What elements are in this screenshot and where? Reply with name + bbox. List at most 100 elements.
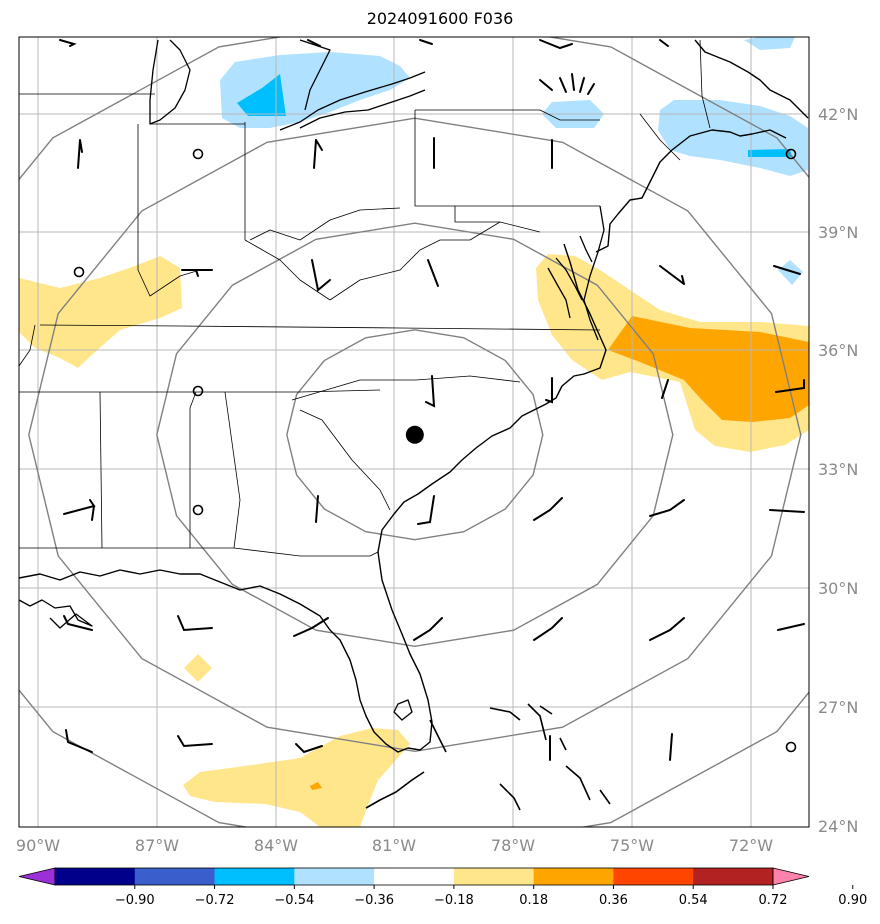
colorbar-segment bbox=[693, 868, 774, 885]
colorbar: −0.90 −0.72 −0.54 −0.36 −0.18 0.18 0.36 0.54 0.7… bbox=[18, 867, 867, 908]
lon-label-87w: 87°W bbox=[135, 836, 179, 855]
wind-barb bbox=[311, 259, 331, 292]
shaded-anomaly-fields bbox=[19, 37, 809, 827]
range-ring-third bbox=[28, 117, 802, 753]
lake-okeechobee bbox=[393, 699, 413, 721]
map-frame bbox=[18, 36, 810, 828]
wind-barb bbox=[419, 39, 433, 45]
range-ring-outer bbox=[19, 37, 809, 827]
range-rings bbox=[19, 37, 809, 827]
gulf-coastline bbox=[19, 569, 409, 753]
strong-negative-anomaly-long-island bbox=[748, 149, 792, 157]
latitude-tick-labels: 42°N 39°N 36°N 33°N 30°N 27°N 24°N bbox=[818, 105, 858, 836]
moderate-positive-anomaly-dot bbox=[310, 782, 322, 790]
wind-barb bbox=[773, 265, 801, 275]
colorbar-segment bbox=[613, 868, 694, 885]
wind-barb bbox=[649, 617, 685, 641]
wind-barb bbox=[649, 499, 685, 517]
wind-barb bbox=[417, 495, 435, 525]
wind-barb bbox=[533, 497, 563, 521]
wind-barb bbox=[181, 269, 213, 277]
wind-barb bbox=[77, 139, 83, 169]
wind-barb bbox=[307, 39, 321, 47]
wind-barb bbox=[427, 259, 439, 287]
colorbar-tick-label: −0.72 bbox=[195, 893, 235, 908]
coastlines-and-borders bbox=[19, 39, 809, 811]
colorbar-tick-label: 0.36 bbox=[599, 893, 628, 908]
range-ring-second bbox=[156, 222, 674, 648]
wind-barb bbox=[315, 495, 319, 523]
calm-wind-circle bbox=[192, 148, 204, 160]
colorbar-tick-label: 0.90 bbox=[838, 893, 867, 908]
wind-barb bbox=[63, 499, 96, 521]
wind-barb bbox=[775, 379, 805, 393]
wind-barb bbox=[545, 377, 553, 404]
colorbar-tick-label: −0.18 bbox=[434, 893, 474, 908]
calm-wind-circles bbox=[73, 148, 797, 753]
wind-barbs bbox=[59, 39, 805, 761]
calm-wind-circle bbox=[73, 266, 85, 278]
moderate-positive-anomaly-offshore bbox=[608, 316, 809, 422]
map-title: 2024091600 F036 bbox=[366, 9, 514, 28]
storm-center-marker bbox=[405, 425, 424, 444]
calm-wind-circle bbox=[785, 148, 797, 160]
lon-label-78w: 78°W bbox=[491, 836, 535, 855]
lon-label-75w: 75°W bbox=[610, 836, 654, 855]
wind-barb bbox=[295, 743, 323, 754]
lake-michigan-shore bbox=[149, 39, 191, 125]
wind-barb bbox=[539, 73, 595, 95]
range-ring-inner bbox=[286, 329, 544, 541]
colorbar-frame bbox=[54, 867, 774, 886]
colorbar-extend-min bbox=[18, 867, 56, 886]
lon-label-72w: 72°W bbox=[729, 836, 773, 855]
wind-barb bbox=[63, 615, 93, 631]
wind-barb bbox=[769, 509, 805, 513]
bahamas-islands bbox=[429, 703, 611, 811]
lon-label-90w: 90°W bbox=[16, 836, 60, 855]
colorbar-tick-label: 0.54 bbox=[679, 893, 708, 908]
wind-barb bbox=[669, 733, 673, 761]
wind-barb bbox=[293, 617, 329, 637]
colorbar-segment bbox=[55, 868, 136, 885]
colorbar-tick-label: 0.18 bbox=[519, 893, 548, 908]
colorbar-segment bbox=[453, 868, 535, 885]
wind-barb bbox=[177, 735, 213, 748]
wind-barb bbox=[313, 139, 323, 169]
atlantic-coastline bbox=[377, 39, 809, 751]
lat-label-30n: 30°N bbox=[818, 579, 858, 598]
chesapeake-bay bbox=[547, 205, 605, 341]
lon-label-81w: 81°W bbox=[372, 836, 416, 855]
florida-keys bbox=[365, 771, 425, 809]
wind-barb bbox=[659, 265, 685, 285]
positive-anomaly-ohio-valley bbox=[19, 256, 182, 368]
colorbar-tick-label: −0.54 bbox=[274, 893, 314, 908]
lake-erie-shore bbox=[279, 71, 426, 131]
negative-anomaly-small-east bbox=[778, 260, 803, 285]
wind-barb bbox=[659, 39, 669, 47]
wind-barb bbox=[425, 375, 436, 408]
colorbar-extend-max bbox=[772, 867, 810, 886]
state-borders bbox=[19, 39, 711, 557]
lat-label-39n: 39°N bbox=[818, 223, 858, 242]
strong-negative-anomaly-great-lakes bbox=[237, 74, 286, 116]
lake-ontario-shore bbox=[299, 89, 426, 129]
colorbar-tick-label: −0.90 bbox=[115, 893, 155, 908]
wind-barb bbox=[177, 615, 213, 632]
colorbar-tick-label: 0.72 bbox=[759, 893, 788, 908]
lat-label-42n: 42°N bbox=[818, 105, 858, 124]
colorbar-segment bbox=[214, 868, 295, 885]
calm-wind-circle bbox=[192, 385, 204, 397]
wind-barb bbox=[413, 617, 443, 641]
colorbar-tick-label: −0.36 bbox=[354, 893, 394, 908]
wind-barb bbox=[777, 623, 805, 631]
lat-label-24n: 24°N bbox=[818, 817, 858, 836]
calm-wind-circle bbox=[192, 504, 204, 516]
wind-barb bbox=[533, 617, 563, 641]
longitude-tick-labels: 90°W 87°W 84°W 81°W 78°W 75°W 72°W bbox=[16, 836, 773, 855]
wind-barb bbox=[661, 379, 669, 399]
colorbar-segment bbox=[374, 868, 455, 885]
positive-anomaly-gulf-small bbox=[184, 654, 212, 682]
positive-anomaly-florida-gulf bbox=[183, 728, 410, 827]
wind-barb bbox=[59, 39, 77, 47]
